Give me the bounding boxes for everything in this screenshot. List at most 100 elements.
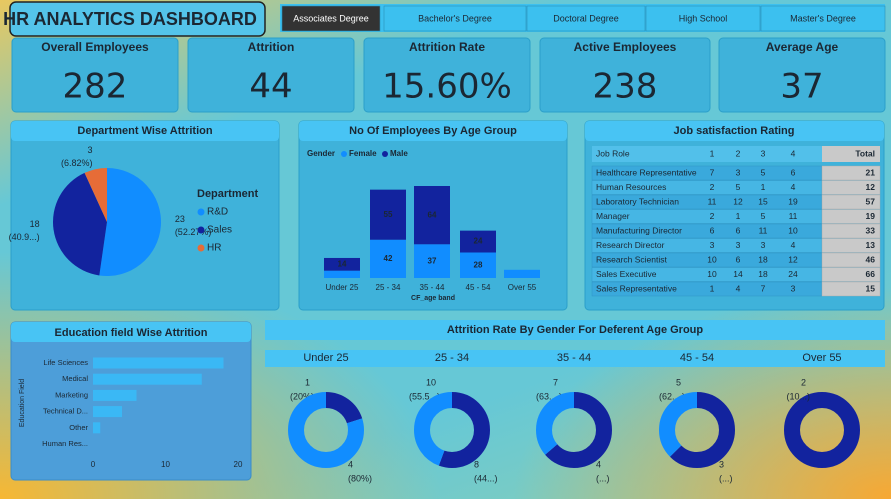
group-label: 25 - 34 bbox=[435, 352, 469, 364]
pie-slice bbox=[52, 172, 107, 276]
data-label: 7 bbox=[553, 377, 558, 387]
bar bbox=[93, 389, 137, 401]
tab[interactable] bbox=[760, 5, 886, 32]
chart-title: Attrition Rate By Gender For Deferent Ag… bbox=[447, 324, 704, 336]
table-cell: Human Resources bbox=[596, 182, 666, 192]
legend-marker bbox=[197, 244, 205, 252]
x-tick-label: 45 - 54 bbox=[466, 283, 491, 292]
x-tick-label: 10 bbox=[161, 460, 170, 469]
legend-title: Gender bbox=[307, 149, 335, 158]
table-cell: 1 bbox=[736, 211, 741, 221]
data-label: 3 bbox=[88, 145, 93, 155]
tab[interactable] bbox=[526, 5, 646, 32]
table-cell: 4 bbox=[791, 240, 796, 250]
kpi-card bbox=[363, 37, 531, 113]
data-label: 23 bbox=[175, 214, 185, 224]
kpi-value: 282 bbox=[63, 67, 128, 107]
table-cell: 57 bbox=[866, 196, 876, 206]
table-cell: 7 bbox=[761, 283, 766, 293]
tab[interactable] bbox=[645, 5, 761, 32]
chart-title: Department Wise Attrition bbox=[77, 125, 212, 137]
group-strip bbox=[265, 350, 885, 367]
tab-label[interactable]: Doctoral Degree bbox=[553, 13, 619, 23]
table-cell: 7 bbox=[710, 167, 715, 177]
bar-segment bbox=[414, 244, 450, 278]
column-header: 3 bbox=[761, 148, 766, 158]
table-cell: 66 bbox=[866, 269, 876, 279]
tab[interactable] bbox=[383, 5, 527, 32]
group-label: 35 - 44 bbox=[557, 352, 591, 364]
table-cell: 5 bbox=[736, 182, 741, 192]
bar-segment bbox=[504, 269, 540, 278]
data-label: 37 bbox=[428, 256, 437, 265]
table-cell: 1 bbox=[710, 283, 715, 293]
group-label: Over 55 bbox=[802, 352, 841, 364]
total-cell-bg bbox=[821, 209, 881, 224]
legend-marker bbox=[341, 151, 347, 157]
y-tick-label: Life Sciences bbox=[43, 358, 88, 367]
data-label: 1 bbox=[305, 377, 310, 387]
table-cell: 5 bbox=[761, 167, 766, 177]
table-cell: 6 bbox=[791, 167, 796, 177]
legend-label: R&D bbox=[207, 207, 228, 218]
table-cell: 14 bbox=[733, 269, 743, 279]
kpi-value: 238 bbox=[593, 67, 658, 107]
total-cell-bg bbox=[821, 165, 881, 181]
data-label: (...) bbox=[596, 473, 610, 483]
data-label: 14 bbox=[338, 259, 347, 268]
bar-segment bbox=[370, 189, 406, 240]
data-label: (63....) bbox=[536, 391, 562, 401]
kpi-panels bbox=[11, 37, 886, 113]
table-cell: 11 bbox=[759, 225, 768, 235]
data-label: 42 bbox=[384, 254, 393, 263]
x-tick-label: Over 55 bbox=[508, 283, 537, 292]
kpi-card bbox=[539, 37, 711, 113]
kpi-card bbox=[187, 37, 355, 113]
y-tick-label: Human Res... bbox=[42, 439, 88, 448]
data-label: (52.27%) bbox=[175, 227, 212, 237]
group-label: 45 - 54 bbox=[680, 352, 714, 364]
tab[interactable] bbox=[281, 5, 381, 32]
table-cell: 10 bbox=[707, 254, 717, 264]
tab-label[interactable]: Bachelor's Degree bbox=[418, 13, 492, 23]
data-label: 28 bbox=[474, 260, 483, 269]
donut-segment bbox=[288, 392, 364, 468]
table-cell: 11 bbox=[789, 211, 798, 221]
total-cell-bg bbox=[821, 194, 881, 210]
total-cell-bg bbox=[821, 252, 881, 268]
kpi-card bbox=[718, 37, 886, 113]
legend-label: HR bbox=[207, 243, 221, 254]
table-cell: Healthcare Representative bbox=[596, 167, 697, 177]
dashboard-title: HR ANALYTICS DASHBOARD bbox=[3, 9, 257, 29]
column-header: 1 bbox=[710, 148, 715, 158]
tab-label[interactable]: Associates Degree bbox=[293, 13, 369, 23]
total-cell-bg bbox=[821, 223, 881, 239]
x-tick-label: 20 bbox=[234, 460, 243, 469]
data-label: 64 bbox=[428, 210, 437, 219]
column-header: Job Role bbox=[596, 148, 630, 158]
bar bbox=[93, 357, 224, 369]
tab-label[interactable]: Master's Degree bbox=[790, 13, 856, 23]
bar-segment bbox=[460, 252, 496, 278]
data-label: (80%) bbox=[348, 473, 372, 483]
data-label: 4 bbox=[348, 459, 353, 469]
table-title: Job satisfaction Rating bbox=[673, 125, 794, 137]
pie-slice bbox=[99, 168, 161, 276]
data-label: 10 bbox=[426, 377, 436, 387]
donut-segment bbox=[784, 392, 860, 468]
legend-marker bbox=[197, 226, 205, 234]
data-label: 3 bbox=[719, 459, 724, 469]
panel-header bbox=[11, 121, 279, 141]
kpi-label: Attrition Rate bbox=[409, 40, 485, 54]
kpi-value: 15.60% bbox=[382, 67, 512, 107]
table-cell: 19 bbox=[866, 211, 876, 221]
data-label: 55 bbox=[384, 210, 393, 219]
bar bbox=[93, 373, 202, 385]
panel-header bbox=[11, 322, 251, 342]
tab-label[interactable]: High School bbox=[679, 13, 728, 23]
donut-segment bbox=[536, 392, 612, 468]
table-cell: 12 bbox=[733, 196, 743, 206]
table-cell: 10 bbox=[788, 225, 798, 235]
data-label: 18 bbox=[30, 219, 40, 229]
